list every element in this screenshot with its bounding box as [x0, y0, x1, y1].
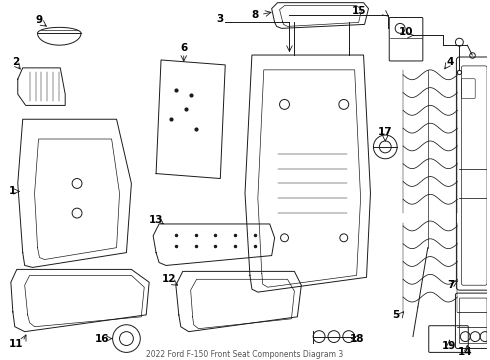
- Text: 13: 13: [149, 215, 163, 225]
- Text: 9: 9: [36, 15, 43, 26]
- Text: 19: 19: [442, 342, 457, 351]
- Text: 10: 10: [399, 27, 413, 37]
- Text: 2: 2: [12, 57, 20, 67]
- Text: 2022 Ford F-150 Front Seat Components Diagram 3: 2022 Ford F-150 Front Seat Components Di…: [147, 350, 343, 359]
- Text: 15: 15: [351, 5, 366, 15]
- Text: 16: 16: [95, 334, 109, 343]
- Text: 7: 7: [447, 280, 454, 290]
- Text: 12: 12: [162, 274, 176, 284]
- Text: 8: 8: [251, 9, 259, 19]
- Text: 18: 18: [349, 334, 364, 343]
- Text: 4: 4: [447, 57, 454, 67]
- Text: 3: 3: [217, 14, 224, 24]
- Text: 14: 14: [458, 347, 473, 357]
- Text: 5: 5: [392, 310, 400, 320]
- Text: 17: 17: [378, 127, 392, 137]
- Text: 1: 1: [9, 186, 17, 196]
- Text: 6: 6: [180, 43, 187, 53]
- Text: 11: 11: [8, 339, 23, 350]
